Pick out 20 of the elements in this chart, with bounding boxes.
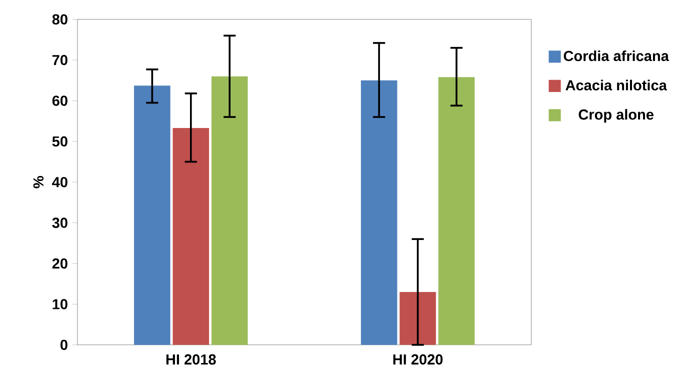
y-tick-label: 70 (52, 55, 68, 66)
y-tick-label: 10 (52, 299, 68, 310)
legend-label: Acacia nilotica (566, 80, 668, 91)
y-tick-label: 80 (52, 14, 68, 25)
bar (134, 86, 170, 346)
bar (360, 80, 398, 346)
y-tick-label: 50 (52, 136, 68, 147)
y-tick-label: 20 (52, 258, 68, 269)
legend-label: Crop alone (578, 109, 654, 123)
x-tick-label: HI 2018 (166, 354, 216, 365)
y-tick-label: 40 (52, 177, 68, 188)
y-tick-label: 0 (60, 340, 68, 350)
x-tick-label: HI 2020 (393, 354, 443, 365)
y-axis-title: % (33, 176, 44, 188)
bar (211, 76, 248, 346)
bar (172, 128, 210, 346)
y-tick-label: 30 (52, 218, 68, 228)
bar (438, 77, 475, 346)
y-tick-label: 60 (52, 96, 68, 106)
legend-label: Cordia africana (564, 50, 670, 62)
